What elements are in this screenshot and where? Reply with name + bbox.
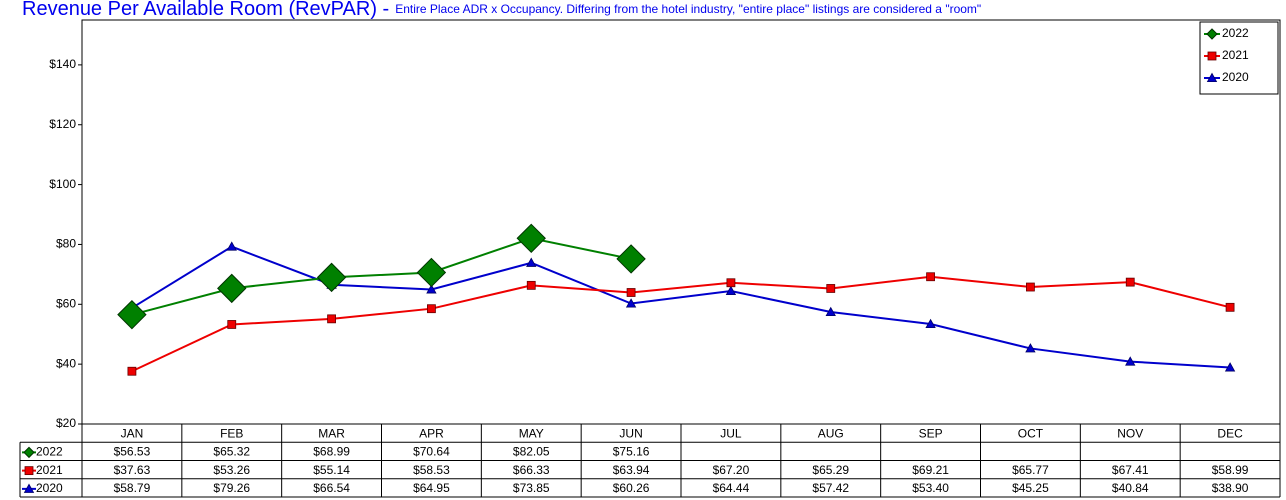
data-point [327, 314, 336, 324]
table-value: $45.25 [1012, 481, 1049, 495]
data-point [1026, 282, 1035, 292]
table-value: $66.54 [313, 481, 350, 495]
x-tick-label: JUN [619, 426, 642, 440]
table-value: $67.20 [713, 463, 750, 477]
table-value: $70.64 [413, 445, 450, 459]
subtitle: Entire Place ADR x Occupancy. Differing … [395, 2, 981, 16]
data-point [316, 262, 347, 293]
y-tick-label: $140 [49, 57, 76, 71]
data-point [1224, 362, 1236, 372]
table-legend-marker [24, 466, 34, 476]
data-point [826, 284, 836, 293]
data-point [427, 304, 436, 314]
x-tick-label: NOV [1117, 426, 1143, 440]
data-point [217, 273, 247, 304]
y-tick-label: $100 [49, 177, 76, 191]
x-tick-label: JAN [121, 426, 144, 440]
data-point [726, 278, 736, 288]
legend-label: 2022 [1222, 26, 1249, 40]
data-point [516, 223, 546, 254]
table-value: $66.33 [513, 463, 550, 477]
data-point [725, 285, 737, 296]
legend-marker [1207, 51, 1217, 61]
table-value: $53.26 [213, 463, 250, 477]
table-value: $58.53 [413, 463, 450, 477]
x-tick-label: SEP [919, 426, 943, 440]
data-point [1125, 356, 1136, 366]
table-row-label: 2020 [36, 481, 63, 495]
table-value: $38.90 [1212, 481, 1249, 495]
data-point [117, 299, 147, 330]
table-value: $68.99 [313, 445, 350, 459]
data-point [416, 257, 447, 288]
data-point [526, 280, 536, 290]
legend-marker [1206, 72, 1218, 82]
data-point [1225, 302, 1235, 312]
x-tick-label: AUG [818, 426, 844, 440]
table-value: $67.41 [1112, 463, 1149, 477]
data-point [127, 366, 137, 376]
data-point [426, 284, 437, 294]
data-point [925, 318, 936, 329]
table-value: $65.77 [1012, 463, 1049, 477]
table-value: $63.94 [613, 463, 650, 477]
data-point [1125, 277, 1135, 287]
table-value: $75.16 [613, 445, 650, 459]
table-row-label: 2021 [36, 463, 63, 477]
table-value: $64.44 [713, 481, 750, 495]
x-tick-label: MAY [519, 426, 544, 440]
table-value: $64.95 [413, 481, 450, 495]
table-value: $65.32 [213, 445, 250, 459]
table-value: $55.14 [313, 463, 350, 477]
data-point [1025, 343, 1036, 353]
table-legend-marker [23, 483, 35, 493]
table-value: $53.40 [912, 481, 949, 495]
x-tick-label: JUL [720, 426, 742, 440]
table-row-label: 2022 [36, 445, 63, 459]
x-tick-label: DEC [1217, 426, 1243, 440]
table-value: $56.53 [114, 445, 151, 459]
data-point [226, 241, 237, 251]
data-point [227, 320, 237, 329]
table-value: $73.85 [513, 481, 550, 495]
y-tick-label: $20 [56, 416, 76, 430]
legend-label: 2021 [1222, 48, 1249, 62]
y-tick-label: $120 [49, 117, 76, 131]
data-point [616, 244, 646, 274]
table-value: $79.26 [213, 481, 250, 495]
x-tick-label: MAR [318, 426, 345, 440]
table-value: $37.63 [114, 463, 151, 477]
data-point [926, 272, 935, 282]
x-tick-label: FEB [220, 426, 243, 440]
data-point [526, 257, 537, 267]
table-value: $40.84 [1112, 481, 1149, 495]
table-value: $60.26 [613, 481, 650, 495]
table-value: $57.42 [812, 481, 849, 495]
table-value: $82.05 [513, 445, 550, 459]
chart-title: Revenue Per Available Room (RevPAR) - Ent… [22, 0, 981, 20]
x-tick-label: OCT [1018, 426, 1044, 440]
y-tick-label: $40 [56, 356, 76, 370]
table-value: $69.21 [912, 463, 949, 477]
y-tick-label: $60 [56, 296, 76, 310]
table-legend-marker [23, 446, 35, 459]
data-point [625, 298, 637, 308]
series-line [131, 237, 632, 316]
table-value: $65.29 [812, 463, 849, 477]
data-point [825, 306, 836, 317]
table-value: $58.79 [114, 481, 151, 495]
y-tick-label: $80 [56, 237, 76, 251]
title: Revenue Per Available Room (RevPAR) - [22, 0, 389, 20]
legend-marker [1206, 28, 1218, 40]
x-tick-label: APR [419, 426, 444, 440]
legend-label: 2020 [1222, 70, 1249, 84]
data-point [626, 288, 636, 297]
series-line [131, 275, 1231, 373]
table-value: $58.99 [1212, 463, 1249, 477]
